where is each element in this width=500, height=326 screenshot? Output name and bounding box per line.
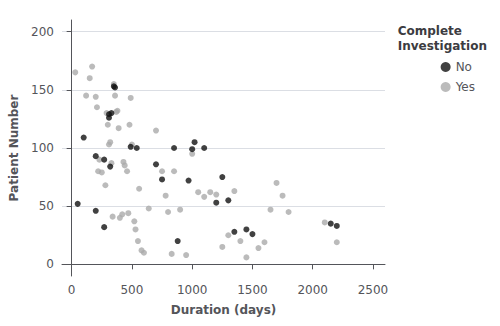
svg-text:0: 0 — [68, 283, 76, 297]
svg-text:1500: 1500 — [237, 283, 268, 297]
svg-text:Complete: Complete — [398, 24, 462, 38]
svg-text:100: 100 — [31, 141, 54, 155]
svg-text:1000: 1000 — [177, 283, 208, 297]
svg-text:Duration (days): Duration (days) — [171, 303, 277, 317]
svg-text:2500: 2500 — [358, 283, 389, 297]
svg-text:200: 200 — [31, 25, 54, 39]
svg-text:0: 0 — [46, 257, 54, 271]
svg-text:Yes: Yes — [455, 80, 475, 94]
svg-text:No: No — [456, 60, 472, 74]
svg-text:Investigation: Investigation — [398, 39, 487, 53]
svg-text:50: 50 — [39, 199, 54, 213]
svg-text:2000: 2000 — [297, 283, 328, 297]
svg-text:500: 500 — [120, 283, 143, 297]
svg-text:Patient Number: Patient Number — [7, 95, 21, 202]
svg-text:150: 150 — [31, 83, 54, 97]
